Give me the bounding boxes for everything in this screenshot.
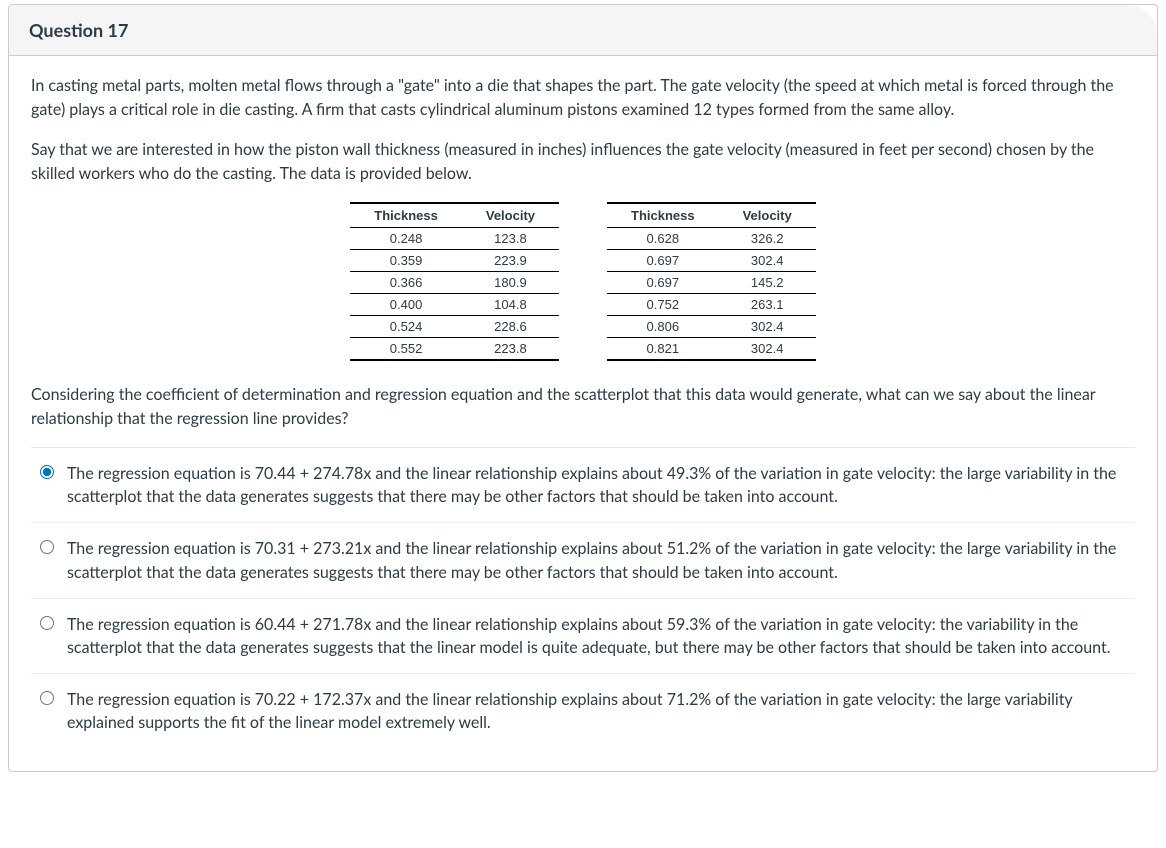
table-gap — [559, 203, 607, 228]
table-cell: 0.806 — [607, 316, 719, 338]
table-cell: 0.628 — [607, 228, 719, 250]
table-header: Thickness — [350, 203, 462, 228]
table-cell: 0.697 — [607, 272, 719, 294]
table-header: Velocity — [719, 203, 816, 228]
answer-option[interactable]: The regression equation is 70.31 + 273.2… — [31, 522, 1135, 597]
answer-option[interactable]: The regression equation is 70.44 + 274.7… — [31, 447, 1135, 522]
table-cell: 0.524 — [350, 316, 462, 338]
question-card: Question 17 In casting metal parts, molt… — [8, 4, 1158, 772]
table-row: 0.366180.9 0.697145.2 — [350, 272, 815, 294]
answer-option[interactable]: The regression equation is 70.22 + 172.3… — [31, 673, 1135, 748]
table-gap — [559, 338, 607, 361]
table-row: 0.359223.9 0.697302.4 — [350, 250, 815, 272]
table-cell: 0.248 — [350, 228, 462, 250]
table-cell: 302.4 — [719, 250, 816, 272]
table-cell: 180.9 — [462, 272, 559, 294]
answer-text: The regression equation is 60.44 + 271.7… — [67, 613, 1131, 659]
table-gap — [559, 316, 607, 338]
table-header: Velocity — [462, 203, 559, 228]
table-cell: 0.359 — [350, 250, 462, 272]
table-cell: 104.8 — [462, 294, 559, 316]
table-cell: 228.6 — [462, 316, 559, 338]
table-cell: 223.8 — [462, 338, 559, 361]
table-cell: 302.4 — [719, 338, 816, 361]
table-cell: 0.821 — [607, 338, 719, 361]
table-cell: 145.2 — [719, 272, 816, 294]
table-cell: 0.366 — [350, 272, 462, 294]
table-cell: 123.8 — [462, 228, 559, 250]
table-cell: 0.400 — [350, 294, 462, 316]
data-table-wrap: Thickness Velocity Thickness Velocity 0.… — [31, 202, 1135, 361]
table-row: 0.400104.8 0.752263.1 — [350, 294, 815, 316]
answer-radio[interactable] — [40, 691, 54, 705]
table-cell: 223.9 — [462, 250, 559, 272]
question-title: Question 17 — [29, 19, 128, 41]
table-cell: 0.552 — [350, 338, 462, 361]
prompt-paragraph-1: In casting metal parts, molten metal flo… — [31, 74, 1135, 122]
answer-list: The regression equation is 70.44 + 274.7… — [31, 447, 1135, 749]
table-row: 0.248123.8 0.628326.2 — [350, 228, 815, 250]
table-gap — [559, 250, 607, 272]
table-gap — [559, 228, 607, 250]
answer-radio[interactable] — [40, 465, 54, 479]
prompt-paragraph-3: Considering the coefficient of determina… — [31, 383, 1135, 431]
answer-option[interactable]: The regression equation is 60.44 + 271.7… — [31, 598, 1135, 673]
answer-radio[interactable] — [40, 540, 54, 554]
question-header: Question 17 — [9, 5, 1157, 56]
table-gap — [559, 294, 607, 316]
table-row: 0.524228.6 0.806302.4 — [350, 316, 815, 338]
table-cell: 326.2 — [719, 228, 816, 250]
data-table: Thickness Velocity Thickness Velocity 0.… — [350, 202, 815, 361]
question-body: In casting metal parts, molten metal flo… — [9, 56, 1157, 771]
table-cell: 302.4 — [719, 316, 816, 338]
answer-text: The regression equation is 70.31 + 273.2… — [67, 537, 1131, 583]
table-cell: 263.1 — [719, 294, 816, 316]
table-cell: 0.697 — [607, 250, 719, 272]
answer-radio[interactable] — [40, 616, 54, 630]
table-gap — [559, 272, 607, 294]
table-header-row: Thickness Velocity Thickness Velocity — [350, 203, 815, 228]
prompt-paragraph-2: Say that we are interested in how the pi… — [31, 138, 1135, 186]
table-row: 0.552223.8 0.821302.4 — [350, 338, 815, 361]
answer-text: The regression equation is 70.44 + 274.7… — [67, 462, 1131, 508]
table-cell: 0.752 — [607, 294, 719, 316]
answer-text: The regression equation is 70.22 + 172.3… — [67, 688, 1131, 734]
table-header: Thickness — [607, 203, 719, 228]
